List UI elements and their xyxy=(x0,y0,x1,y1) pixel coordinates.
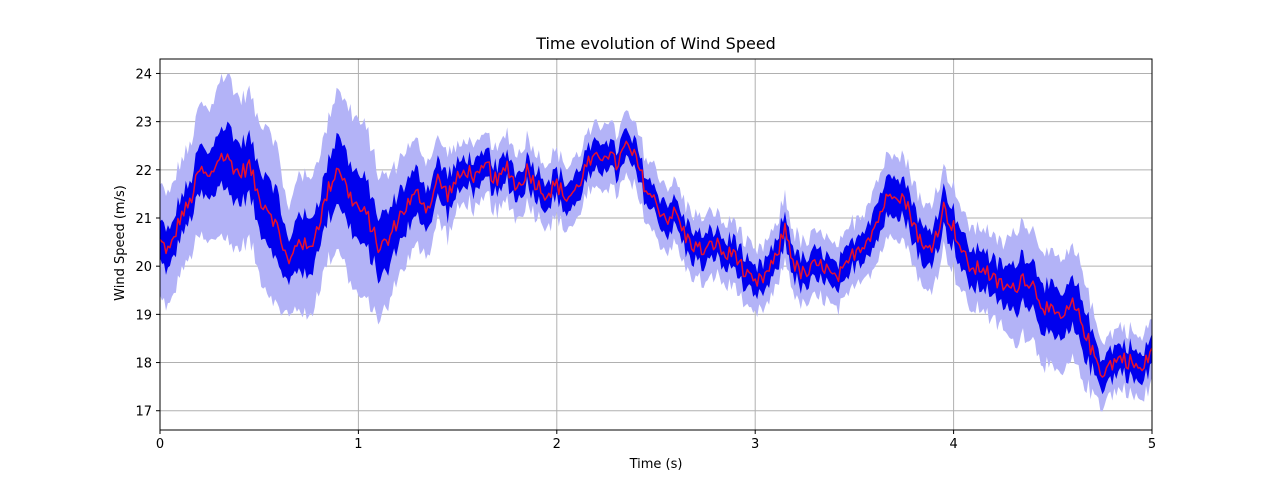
x-tick-label: 4 xyxy=(949,437,957,452)
y-tick-label: 22 xyxy=(135,164,152,179)
y-tick-label: 20 xyxy=(135,260,152,275)
plot-frame xyxy=(159,58,1153,431)
inner-confidence-band xyxy=(160,121,1152,395)
mean-wind-speed-line xyxy=(160,140,1152,378)
plot-area xyxy=(159,58,1153,431)
y-tick-label: 18 xyxy=(135,357,152,372)
confidence-bands xyxy=(160,73,1152,412)
series-lines xyxy=(160,140,1152,378)
outer-confidence-band xyxy=(160,73,1152,412)
x-axis-ticks: 0 1 2 3 4 5 xyxy=(156,430,1156,452)
x-tick-label: 3 xyxy=(751,437,759,452)
y-tick-label: 21 xyxy=(135,212,152,227)
y-axis-label: Wind Speed (m/s) xyxy=(113,185,128,301)
y-tick-label: 24 xyxy=(135,67,152,82)
y-axis-ticks: 17 18 19 20 21 22 23 24 xyxy=(135,67,160,420)
y-tick-label: 17 xyxy=(135,405,152,420)
chart-title: Time evolution of Wind Speed xyxy=(535,34,776,53)
x-tick-label: 0 xyxy=(156,437,164,452)
y-tick-label: 23 xyxy=(135,116,152,131)
x-tick-label: 5 xyxy=(1148,437,1156,452)
x-tick-label: 2 xyxy=(553,437,561,452)
y-tick-label: 19 xyxy=(135,308,152,323)
x-tick-label: 1 xyxy=(354,437,362,452)
x-axis-label: Time (s) xyxy=(629,457,683,472)
